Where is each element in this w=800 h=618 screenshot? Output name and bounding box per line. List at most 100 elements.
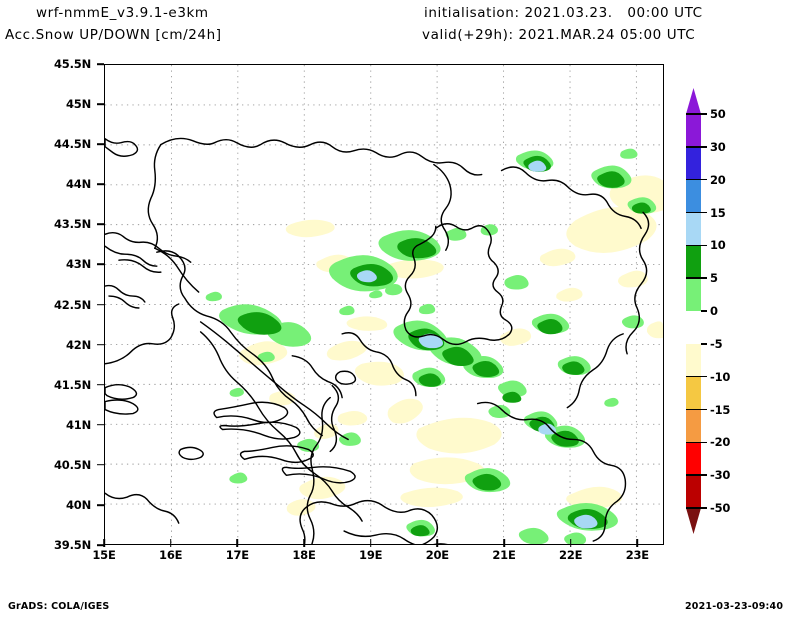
y-axis-tick-label: 45N — [65, 97, 91, 112]
colorbar-tick-mark — [701, 507, 707, 509]
colorbar-divider — [686, 277, 701, 279]
y-axis-tick-label: 43N — [65, 257, 91, 272]
colorbar-divider — [686, 375, 701, 378]
colorbar-segment — [686, 179, 701, 213]
coastline-and-borders — [105, 137, 650, 544]
x-axis-tick-label: 18E — [292, 548, 316, 562]
colorbar-tick-label: 20 — [710, 172, 726, 187]
y-axis-tick-mark — [97, 464, 104, 466]
render-timestamp: 2021-03-23-09:40 — [685, 601, 784, 612]
colorbar-segment — [686, 245, 701, 279]
colorbar-segment — [686, 311, 701, 344]
x-axis-tick-label: 22E — [559, 548, 583, 562]
colorbar-divider — [686, 178, 701, 181]
y-axis-tick-label: 41.5N — [54, 377, 91, 392]
x-axis-tick-mark — [103, 539, 105, 547]
colorbar-divider — [686, 244, 701, 247]
colorbar-segment — [686, 409, 701, 443]
y-axis-tick-mark — [97, 504, 104, 506]
colorbar-tick-mark — [701, 408, 707, 411]
x-axis-tick-mark — [236, 539, 239, 547]
map-canvas — [105, 65, 663, 544]
x-axis-tick-label: 20E — [425, 548, 449, 562]
colorbar-segment — [686, 376, 701, 410]
field-title: h Acc.Snow UP/DOWN [cm/24h] — [0, 27, 222, 43]
colorbar-divider — [686, 507, 701, 509]
colorbar-tick-mark — [701, 375, 707, 378]
y-axis-tick-mark — [97, 423, 104, 426]
colorbar-tick-mark — [701, 474, 707, 476]
x-axis-tick-mark — [569, 539, 572, 547]
x-axis-tick-mark — [436, 539, 439, 547]
colorbar-tick-label: -30 — [710, 468, 731, 483]
colorbar-tick-label: -15 — [710, 402, 731, 417]
y-axis-tick-mark — [97, 343, 104, 346]
colorbar-tick-mark — [701, 277, 707, 279]
colorbar-tick-mark — [701, 310, 707, 312]
y-axis-tick-mark — [97, 183, 104, 186]
colorbar-segment — [686, 212, 701, 246]
colorbar-divider — [686, 146, 701, 148]
colorbar-legend[interactable]: 50 30 20 15 10 5 0 -5 -10 -15 -20 -30 -50 — [686, 88, 730, 534]
y-axis-tick-label: 43.5N — [54, 217, 91, 232]
y-axis-tick-label: 44N — [65, 177, 91, 192]
colorbar-tick-mark — [701, 343, 707, 345]
colorbar-divider — [686, 474, 701, 476]
colorbar-tick-label: -10 — [710, 369, 731, 384]
colorbar-segment — [686, 278, 701, 311]
x-axis-tick-label: 16E — [159, 548, 183, 562]
colorbar-segment — [686, 475, 701, 508]
colorbar-tick-mark — [701, 211, 707, 214]
grads-credit: GrADS: COLA/IGES — [8, 601, 110, 612]
colorbar-segment — [686, 114, 701, 147]
x-axis-tick-mark — [303, 539, 305, 547]
y-axis-tick-label: 40.5N — [54, 457, 91, 472]
y-axis-tick-mark — [97, 544, 104, 546]
x-axis-tick-label: 21E — [492, 548, 516, 562]
colorbar-tick-label: 30 — [710, 139, 726, 154]
x-axis-tick-mark — [369, 539, 372, 547]
colorbar-divider — [686, 211, 701, 214]
x-axis-tick-label: 17E — [225, 548, 249, 562]
valid-time: valid(+29h): 2021.MAR.24 05:00 UTC — [422, 27, 696, 43]
y-axis-tick-mark — [97, 143, 104, 145]
y-axis-tick-label: 45.5N — [54, 57, 91, 71]
colorbar-divider — [686, 441, 701, 444]
colorbar-tick-mark — [701, 113, 707, 115]
colorbar-divider — [686, 113, 701, 115]
y-axis-tick-mark — [97, 63, 104, 65]
y-axis-labels: 39.5N 40N 40.5N 41N 41.5N 42N 42.5N 43N 43.5N 44N… — [0, 57, 104, 552]
y-axis-tick-label: 41N — [65, 417, 91, 432]
x-axis-tick-label: 19E — [359, 548, 383, 562]
x-axis-labels: 15E 16E 17E 18E 19E 20E 21E 22E 23E — [92, 539, 664, 570]
colorbar-segment — [686, 442, 701, 476]
y-axis-tick-label: 42.5N — [54, 297, 91, 312]
y-axis-tick-label: 42N — [65, 337, 91, 352]
colorbar-tick-label: -20 — [710, 435, 731, 450]
colorbar-tick-mark — [701, 178, 707, 181]
colorbar-top-arrow — [686, 88, 701, 114]
model-title: wrf-nmmE_v3.9.1-e3km — [36, 5, 209, 21]
colorbar-segment — [686, 146, 701, 180]
colorbar-tick-mark — [701, 441, 707, 444]
colorbar-tick-label: -5 — [710, 336, 723, 351]
colorbar-divider — [686, 408, 701, 411]
colorbar-tick-label: 15 — [710, 205, 726, 220]
x-axis-tick-label: 23E — [625, 548, 649, 562]
y-axis-tick-mark — [97, 263, 104, 266]
colorbar-tick-label: -50 — [710, 501, 731, 515]
x-axis-tick-mark — [503, 539, 505, 547]
y-axis-tick-label: 40N — [65, 497, 91, 512]
colorbar-tick-label: 5 — [710, 271, 718, 286]
snow-field-high — [356, 160, 598, 529]
colorbar-tick-mark — [701, 244, 707, 247]
colorbar-tick-mark — [701, 146, 707, 148]
initialisation-time: initialisation: 2021.03.23. 00:00 UTC — [424, 5, 703, 21]
y-axis-tick-mark — [97, 303, 104, 306]
y-axis-tick-mark — [97, 103, 104, 105]
y-axis-tick-mark — [97, 223, 104, 226]
y-axis-tick-label: 44.5N — [54, 137, 91, 152]
map-plot-area[interactable] — [104, 64, 664, 545]
colorbar-tick-label: 50 — [710, 107, 726, 121]
